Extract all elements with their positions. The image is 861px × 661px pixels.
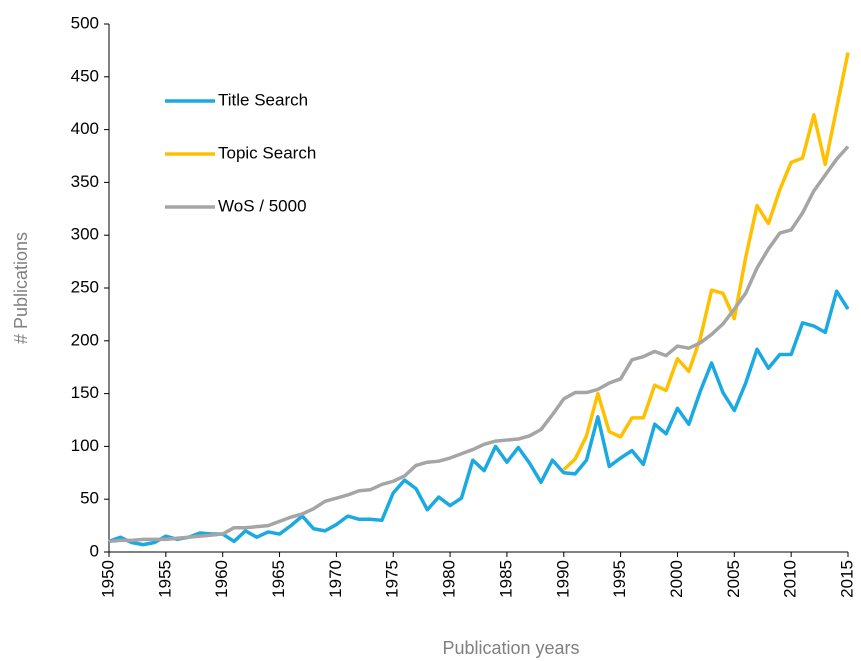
y-tick-label: 300 (71, 225, 99, 244)
y-tick-label: 100 (71, 436, 99, 455)
y-tick-label: 0 (90, 541, 99, 560)
legend-label: Title Search (218, 90, 308, 109)
y-axis-title: # Publications (11, 232, 31, 344)
x-tick-label: 1980 (440, 560, 459, 598)
x-tick-label: 2015 (837, 560, 856, 598)
y-tick-label: 400 (71, 119, 99, 138)
x-tick-label: 1950 (98, 560, 117, 598)
x-tick-label: 2000 (667, 560, 686, 598)
series-line (108, 289, 850, 547)
x-tick-label: 2010 (781, 560, 800, 598)
x-tick-label: 1965 (269, 560, 288, 598)
y-tick-label: 200 (71, 330, 99, 349)
y-tick-label: 350 (71, 172, 99, 191)
x-tick-label: 1990 (553, 560, 572, 598)
y-tick-label: 500 (71, 13, 99, 32)
x-tick-label: 1995 (610, 560, 629, 598)
x-tick-label: 1985 (496, 560, 515, 598)
legend-label: WoS / 5000 (218, 196, 307, 215)
x-tick-label: 2005 (724, 560, 743, 598)
series-line (108, 145, 850, 544)
y-tick-label: 450 (71, 66, 99, 85)
x-axis-title: Publication years (442, 638, 579, 658)
x-tick-label: 1975 (383, 560, 402, 598)
x-tick-label: 1960 (212, 560, 231, 598)
y-tick-label: 150 (71, 383, 99, 402)
legend-label: Topic Search (218, 143, 316, 162)
series-line (562, 52, 850, 471)
y-tick-label: 250 (71, 277, 99, 296)
x-tick-label: 1955 (155, 560, 174, 598)
y-tick-label: 50 (80, 489, 99, 508)
x-tick-label: 1970 (326, 560, 345, 598)
